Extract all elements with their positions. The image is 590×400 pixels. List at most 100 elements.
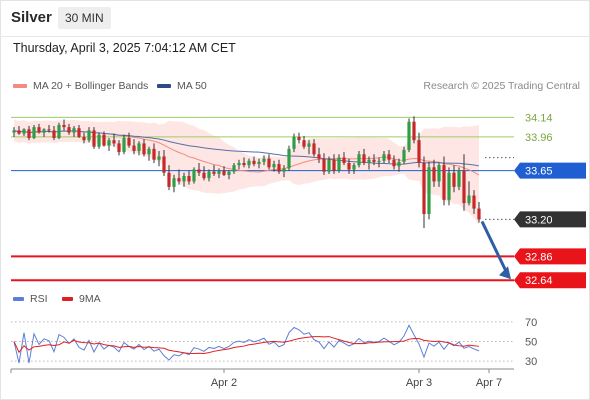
legend-ma50: MA 50 bbox=[157, 80, 207, 92]
last-price-tag bbox=[514, 211, 586, 228]
candle-body bbox=[157, 156, 161, 160]
candle-body bbox=[277, 164, 281, 172]
rsi-tick-70: 70 bbox=[525, 317, 537, 329]
candle-body bbox=[162, 156, 166, 173]
candle-body bbox=[107, 140, 111, 146]
candle-body bbox=[337, 157, 341, 171]
candle-body bbox=[452, 172, 456, 187]
candle-body bbox=[332, 159, 336, 171]
bollinger-band bbox=[14, 119, 479, 226]
candle-body bbox=[47, 129, 51, 131]
candle-body bbox=[327, 159, 331, 172]
candle-body bbox=[272, 164, 276, 168]
candle-body bbox=[217, 170, 221, 174]
candle-body bbox=[87, 130, 91, 141]
forecast-arrow-head bbox=[499, 266, 511, 280]
candle-body bbox=[302, 140, 306, 147]
candle-body bbox=[407, 121, 411, 150]
candle-body bbox=[417, 140, 421, 163]
x-label-apr-7: Apr 7 bbox=[476, 377, 502, 389]
candle-body bbox=[202, 172, 206, 179]
candle-body bbox=[352, 165, 356, 170]
candle-body bbox=[362, 154, 366, 163]
ma50-swatch bbox=[157, 84, 171, 88]
candle-body bbox=[457, 170, 461, 187]
candle-body bbox=[187, 176, 191, 182]
candle-body bbox=[37, 127, 41, 133]
level-label-33.65: 33.65 bbox=[525, 166, 553, 178]
candle-body bbox=[307, 143, 311, 147]
legend-bollinger: MA 20 + Bollinger Bands bbox=[13, 80, 148, 92]
candle-body bbox=[412, 121, 416, 141]
candle-body bbox=[27, 129, 31, 138]
candle-body bbox=[177, 178, 181, 182]
candle-body bbox=[322, 158, 326, 172]
bollinger-swatch bbox=[13, 84, 27, 88]
timeframe-button[interactable]: 30 MIN bbox=[58, 7, 111, 29]
candle-body bbox=[442, 165, 446, 200]
candle-body bbox=[282, 168, 286, 172]
candle-body bbox=[372, 159, 376, 162]
ma50-line bbox=[13, 129, 480, 167]
candle-body bbox=[222, 170, 226, 175]
candle-body bbox=[182, 176, 186, 182]
candle-body bbox=[167, 172, 171, 187]
rsi-tick-50: 50 bbox=[525, 336, 537, 348]
candle-body bbox=[422, 162, 426, 214]
candle-body bbox=[12, 130, 16, 133]
candle-body bbox=[297, 136, 301, 141]
rsi-swatch bbox=[13, 297, 24, 301]
candle-body bbox=[262, 158, 266, 162]
candle-body bbox=[42, 129, 46, 133]
candle-body bbox=[132, 145, 136, 152]
candle-body bbox=[137, 143, 141, 152]
candle-body bbox=[77, 128, 81, 137]
level-tag-32.64 bbox=[514, 272, 586, 289]
candle-body bbox=[342, 157, 346, 163]
ma50-label: MA 50 bbox=[177, 80, 207, 92]
candle-body bbox=[82, 136, 86, 141]
candle-body bbox=[227, 171, 231, 175]
candle-body bbox=[242, 162, 246, 166]
candle-body bbox=[197, 169, 201, 173]
candle-body bbox=[267, 158, 271, 168]
rsi-9ma-line bbox=[13, 336, 480, 355]
candle-body bbox=[117, 143, 121, 153]
level-label-32.86: 32.86 bbox=[525, 251, 553, 263]
x-label-apr-3: Apr 3 bbox=[406, 377, 432, 389]
candle-body bbox=[462, 170, 466, 204]
candle-body bbox=[382, 154, 386, 161]
rsi-label: RSI bbox=[30, 293, 48, 305]
level-label-32.64: 32.64 bbox=[525, 275, 553, 287]
candle-body bbox=[237, 162, 241, 166]
candle-body bbox=[192, 169, 196, 182]
chart-header: Silver 30 MIN bbox=[0, 0, 590, 37]
candle-body bbox=[102, 134, 106, 146]
candle-body bbox=[62, 124, 66, 128]
candle-body bbox=[397, 161, 401, 167]
candle-body bbox=[357, 154, 361, 166]
candle-body bbox=[292, 136, 296, 149]
credit-text: Research © 2025 Trading Central bbox=[423, 80, 580, 92]
candle-body bbox=[247, 160, 251, 166]
candle-body bbox=[472, 195, 476, 209]
instrument-title: Silver bbox=[11, 9, 52, 26]
candle-body bbox=[392, 159, 396, 167]
candle-body bbox=[447, 172, 451, 200]
candle-body bbox=[402, 149, 406, 162]
candle-body bbox=[92, 130, 96, 147]
ma9-label: 9MA bbox=[79, 293, 101, 305]
candle-body bbox=[152, 148, 156, 160]
candle-body bbox=[172, 178, 176, 187]
candle-body bbox=[212, 171, 216, 174]
rsi-line bbox=[13, 324, 480, 364]
candle-body bbox=[207, 171, 211, 179]
level-tag-33.65 bbox=[514, 162, 586, 179]
candle-body bbox=[22, 129, 26, 134]
candle-body bbox=[232, 165, 236, 172]
candle-body bbox=[377, 160, 381, 162]
candle-body bbox=[427, 167, 431, 214]
candle-body bbox=[147, 148, 151, 155]
ma9-swatch bbox=[62, 297, 73, 301]
